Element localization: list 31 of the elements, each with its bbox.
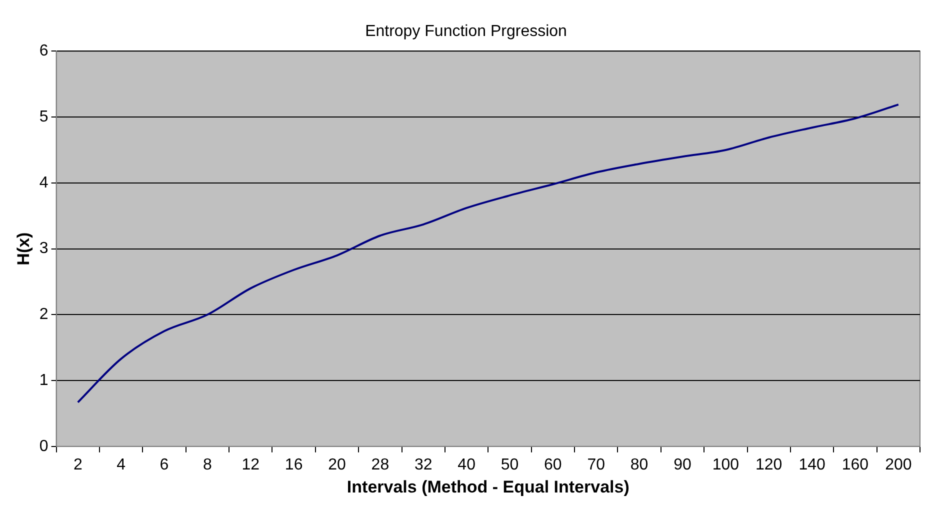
x-tick-label: 16 — [284, 456, 303, 474]
x-tick-label: 4 — [116, 456, 126, 474]
x-tick-label: 80 — [630, 456, 648, 474]
x-tick-label: 90 — [674, 456, 692, 474]
x-tick-label: 40 — [458, 456, 476, 474]
x-tick-label: 32 — [414, 456, 432, 474]
chart-title: Entropy Function Prgression — [365, 23, 567, 40]
x-tick-label: 28 — [371, 456, 390, 474]
x-tick-label: 200 — [885, 456, 912, 474]
x-tick-label: 60 — [544, 456, 562, 474]
y-tick-label: 2 — [39, 306, 48, 324]
x-tick-label: 20 — [328, 456, 346, 474]
x-tick-label: 8 — [202, 456, 212, 474]
y-axis-title: H(x) — [14, 232, 33, 266]
y-tick-label: 3 — [39, 240, 48, 258]
y-tick-label: 0 — [39, 438, 48, 455]
y-tick-label: 6 — [39, 42, 48, 60]
x-tick-label: 160 — [842, 456, 869, 474]
x-tick-label: 2 — [73, 456, 82, 474]
x-tick-label: 6 — [160, 456, 169, 474]
x-tick-label: 50 — [500, 456, 519, 474]
y-tick-label: 5 — [39, 108, 48, 126]
x-tick-label: 12 — [242, 456, 260, 474]
x-tick-label: 100 — [712, 456, 740, 474]
x-tick-label: 70 — [587, 456, 606, 474]
x-tick-label: 140 — [798, 456, 826, 474]
y-tick-label: 4 — [39, 174, 48, 192]
y-tick-label: 1 — [39, 372, 48, 389]
x-axis-title: Intervals (Method - Equal Intervals) — [346, 477, 630, 496]
x-tick-label: 120 — [756, 456, 782, 474]
line-series — [76, 104, 900, 404]
